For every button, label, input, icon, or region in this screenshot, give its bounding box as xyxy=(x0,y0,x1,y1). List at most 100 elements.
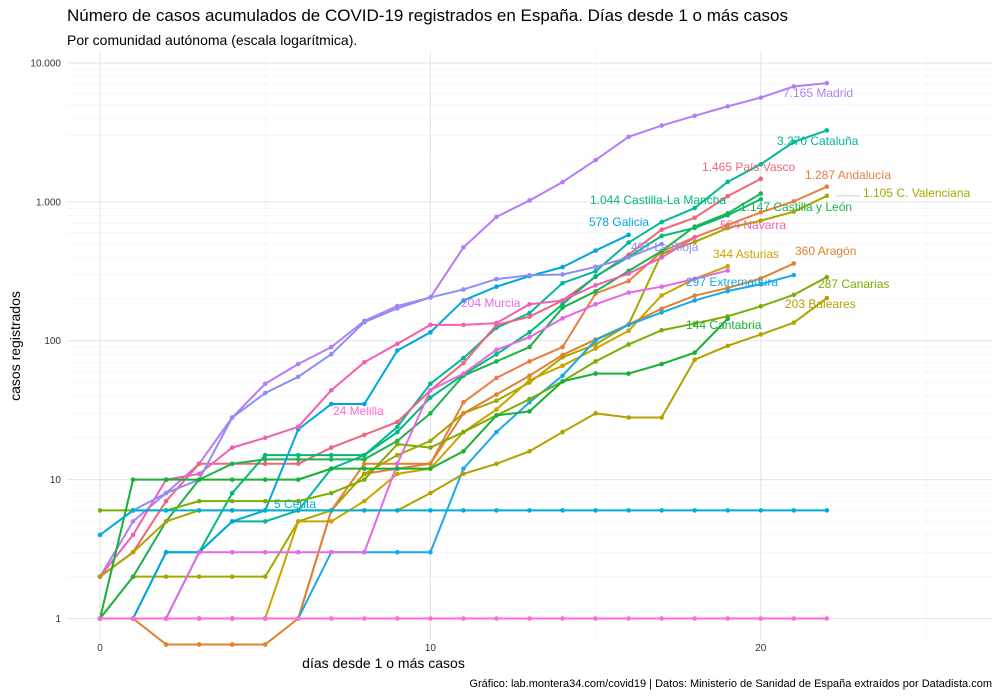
data-point xyxy=(229,642,235,647)
data-point xyxy=(428,445,433,450)
data-point xyxy=(328,508,334,513)
data-point xyxy=(130,477,136,482)
data-point xyxy=(791,209,797,214)
data-point xyxy=(527,334,532,340)
data-point xyxy=(560,272,565,277)
data-point xyxy=(659,284,664,289)
data-point xyxy=(527,616,532,621)
data-point xyxy=(328,616,334,621)
data-point xyxy=(428,466,433,471)
data-point xyxy=(725,616,731,621)
data-point xyxy=(362,452,367,458)
data-point xyxy=(560,305,565,310)
data-point xyxy=(626,134,631,140)
data-point xyxy=(824,80,830,86)
series-label: 1.465 País Vasco xyxy=(702,160,795,174)
series-label: 204 Murcia xyxy=(461,296,521,310)
data-point xyxy=(196,461,202,467)
data-point xyxy=(527,314,532,319)
data-point xyxy=(328,351,334,357)
data-point xyxy=(626,232,631,238)
data-point xyxy=(659,241,664,247)
data-point xyxy=(229,415,235,420)
data-point xyxy=(791,84,797,89)
data-point xyxy=(461,400,466,405)
data-point xyxy=(229,549,235,555)
data-point xyxy=(626,278,631,284)
series-line xyxy=(99,236,696,578)
data-point xyxy=(659,415,664,420)
data-point xyxy=(626,290,631,295)
data-point xyxy=(262,549,268,555)
data-point xyxy=(758,508,764,513)
data-point xyxy=(362,616,367,621)
data-point xyxy=(395,461,400,467)
data-point xyxy=(295,477,301,482)
data-point xyxy=(791,139,797,145)
data-point xyxy=(758,191,764,196)
data-point xyxy=(593,157,598,163)
data-point xyxy=(758,196,764,202)
data-point xyxy=(196,477,202,482)
chart-title: Número de casos acumulados de COVID-19 r… xyxy=(67,6,788,25)
series-label: 7.165 Madrid xyxy=(783,86,853,100)
series-label: 144 Cantabria xyxy=(686,318,762,332)
data-point xyxy=(758,161,764,167)
data-point xyxy=(295,498,301,504)
data-point xyxy=(494,413,499,418)
data-point xyxy=(163,508,169,513)
data-point xyxy=(395,452,400,458)
data-point xyxy=(725,508,731,513)
data-point xyxy=(163,490,169,496)
data-point xyxy=(791,199,797,204)
data-point xyxy=(593,359,598,364)
data-point xyxy=(494,375,499,381)
data-point xyxy=(758,218,764,223)
data-point xyxy=(626,322,631,328)
series-label: 1.044 Castilla-La Mancha xyxy=(590,193,726,207)
data-point xyxy=(626,271,631,276)
data-point xyxy=(362,461,367,467)
data-point xyxy=(328,401,334,407)
data-point xyxy=(494,392,499,397)
data-point xyxy=(395,441,400,447)
data-point xyxy=(692,508,697,513)
data-point xyxy=(560,429,565,435)
data-point xyxy=(626,415,631,420)
data-point xyxy=(428,549,433,555)
data-point xyxy=(692,357,697,363)
data-point xyxy=(428,438,433,444)
data-point xyxy=(295,424,301,430)
data-point xyxy=(130,616,136,621)
data-point xyxy=(262,452,268,458)
data-point xyxy=(295,616,301,621)
data-point xyxy=(593,508,598,513)
data-point xyxy=(593,337,598,343)
data-point xyxy=(362,471,367,477)
data-point xyxy=(262,381,268,387)
x-axis-title: días desde 1 o más casos xyxy=(302,655,465,671)
data-point xyxy=(692,293,697,299)
y-tick-label: 1 xyxy=(55,614,61,625)
data-point xyxy=(262,519,268,524)
data-point xyxy=(527,301,532,307)
data-point xyxy=(229,574,235,579)
data-point xyxy=(758,95,764,100)
data-point xyxy=(593,371,598,376)
data-point xyxy=(461,411,466,416)
data-point xyxy=(362,498,367,504)
data-point xyxy=(428,381,433,387)
data-point xyxy=(130,519,136,524)
data-point xyxy=(758,176,764,182)
data-point xyxy=(362,508,367,513)
data-point xyxy=(362,401,367,407)
data-point xyxy=(395,419,400,425)
data-point xyxy=(527,344,532,350)
data-point xyxy=(262,461,268,467)
series-label: 287 Canarias xyxy=(818,277,889,291)
data-point xyxy=(494,616,499,621)
data-point xyxy=(494,508,499,513)
data-point xyxy=(395,438,400,444)
data-point xyxy=(725,211,731,216)
data-point xyxy=(395,341,400,347)
